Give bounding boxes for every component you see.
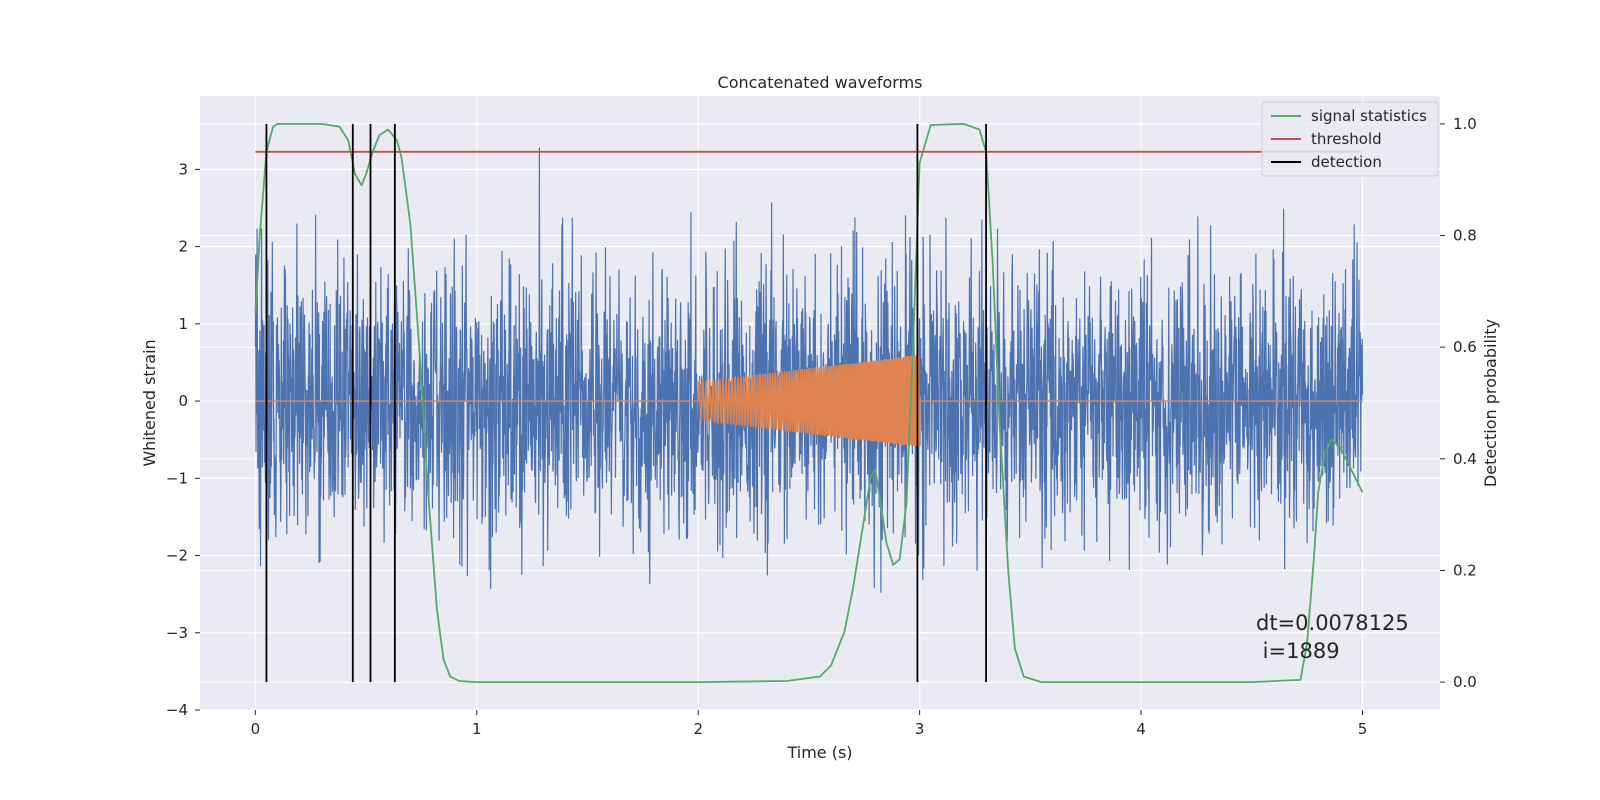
x-tick-label-5: 5: [1358, 720, 1368, 738]
y-left-tick-label-6: 2: [178, 238, 188, 256]
annotation: dt=0.0078125 i=1889: [1256, 611, 1409, 663]
y-left-tick-label-0: −4: [166, 701, 188, 719]
statistic-lines: [254, 123, 1364, 683]
y-left-tick-label-7: 3: [178, 160, 188, 178]
y-right-tick-label-1: 0.2: [1453, 561, 1477, 579]
axis-ticks: 0 1 2 3 4 5 −4 −3 −2 −1 0 1 2 3 0.0 0.2 0.4 0.6 0.8 1.0: [166, 115, 1477, 738]
annotation-index: i=1889: [1256, 639, 1340, 663]
y-left-tick-label-1: −3: [166, 624, 188, 642]
chart-title: Concatenated waveforms: [718, 73, 923, 92]
y-axis-left-label: Whitened strain: [140, 339, 159, 466]
legend-label-detection: detection: [1311, 153, 1382, 171]
y-axis-right-label: Detection probability: [1481, 319, 1500, 487]
injected-signal-line: [697, 354, 921, 448]
legend-label-signal-statistics: signal statistics: [1311, 107, 1427, 125]
x-tick-label-1: 1: [472, 720, 482, 738]
y-left-tick-label-5: 1: [178, 315, 188, 333]
y-left-tick-label-3: −1: [166, 469, 188, 487]
injected-signal-series: [255, 354, 1363, 448]
annotation-dt: dt=0.0078125: [1256, 611, 1409, 635]
legend: signal statistics threshold detection: [1261, 101, 1439, 177]
y-right-tick-label-4: 0.8: [1453, 227, 1477, 245]
signal-statistics-line: [254, 123, 1364, 683]
x-tick-label-0: 0: [251, 720, 261, 738]
detection-lines: [265, 123, 987, 683]
x-tick-label-2: 2: [693, 720, 703, 738]
y-right-tick-label-0: 0.0: [1453, 673, 1477, 691]
y-right-tick-label-5: 1.0: [1453, 115, 1477, 133]
y-right-tick-label-2: 0.4: [1453, 450, 1477, 468]
y-right-tick-label-3: 0.6: [1453, 338, 1477, 356]
x-tick-label-4: 4: [1136, 720, 1146, 738]
x-axis-label: Time (s): [786, 743, 852, 762]
x-tick-label-3: 3: [915, 720, 925, 738]
y-left-tick-label-4: 0: [178, 392, 188, 410]
legend-box: [1261, 101, 1439, 177]
legend-label-threshold: threshold: [1311, 130, 1382, 148]
y-left-tick-label-2: −2: [166, 547, 188, 565]
